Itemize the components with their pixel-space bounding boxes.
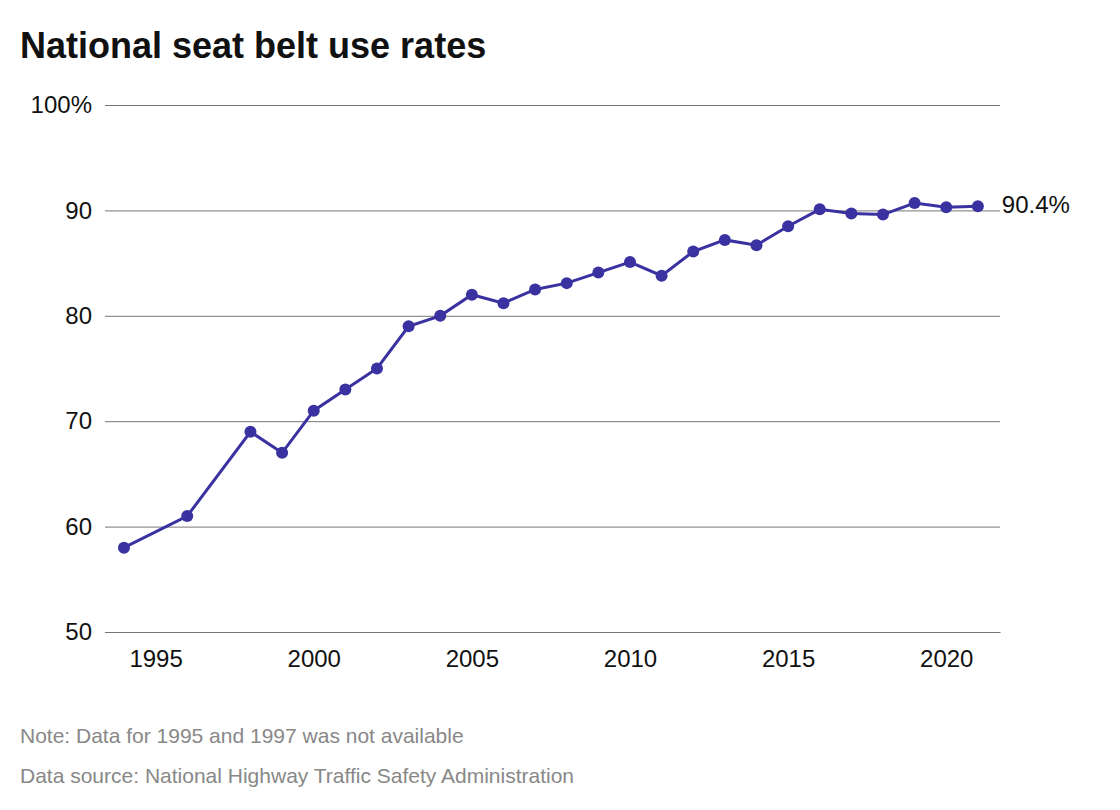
x-tick-label: 2005 (446, 645, 499, 672)
marker (592, 267, 604, 279)
x-tick-label: 2020 (920, 645, 973, 672)
marker (466, 289, 478, 301)
y-tick: 90 (65, 197, 1000, 224)
marker (877, 209, 889, 221)
marker (687, 246, 699, 258)
plot-area (118, 197, 984, 554)
x-axis-line (106, 632, 1001, 633)
y-tick-label: 100% (31, 91, 92, 118)
x-tick: 1995 (129, 632, 182, 672)
y-tick-label: 50 (65, 618, 92, 645)
y-tick: 80 (65, 302, 1000, 329)
chart: National seat belt use rates 50 60 70 80 90 10… (0, 0, 1120, 810)
grid-line (105, 632, 1000, 633)
x-tick-label: 2010 (604, 645, 657, 672)
y-tick-label: 70 (65, 407, 92, 434)
note: Note: Data for 1995 and 1997 was not ava… (20, 724, 464, 747)
y-axis: 50 60 70 80 90 100% (31, 91, 1000, 645)
y-tick: 50 (65, 618, 1000, 645)
marker (181, 510, 193, 522)
marker (339, 384, 351, 396)
source: Data source: National Highway Traffic Sa… (20, 764, 574, 787)
marker (371, 363, 383, 375)
line (124, 203, 978, 548)
marker (782, 220, 794, 232)
y-tick-label: 60 (65, 513, 92, 540)
x-tick-label: 2015 (762, 645, 815, 672)
x-tick: 2020 (920, 632, 973, 672)
marker (497, 297, 509, 309)
marker (656, 270, 668, 282)
marker (624, 256, 636, 268)
marker (434, 310, 446, 322)
marker (244, 426, 256, 438)
marker (276, 447, 288, 459)
x-tick: 2010 (604, 632, 657, 672)
grid-line (105, 210, 1000, 211)
marker (845, 208, 857, 220)
marker (940, 201, 952, 213)
annotation: 90.4% (1002, 191, 1070, 218)
y-tick-label: 90 (65, 197, 92, 224)
grid-line (105, 421, 1000, 422)
y-axis-line (105, 106, 106, 633)
marker (972, 200, 984, 212)
marker (308, 405, 320, 417)
marker (909, 197, 921, 209)
marker (529, 283, 541, 295)
y-tick: 100% (31, 91, 1000, 118)
x-tick: 2000 (288, 632, 341, 672)
y-tick-label: 80 (65, 302, 92, 329)
marker (403, 320, 415, 332)
grid-line (105, 105, 1000, 106)
grid-line (105, 527, 1000, 528)
y-tick: 70 (65, 407, 1000, 434)
marker (719, 234, 731, 246)
y-tick: 60 (65, 513, 1000, 540)
x-tick-label: 2000 (288, 645, 341, 672)
marker (750, 239, 762, 251)
marker (814, 203, 826, 215)
title: National seat belt use rates (20, 25, 486, 66)
marker (561, 277, 573, 289)
grid-line (105, 316, 1000, 317)
x-tick: 2015 (762, 632, 815, 672)
marker (118, 542, 130, 554)
x-axis: 1995 2000 2005 2010 2015 2020 (106, 632, 1001, 672)
x-tick-label: 1995 (129, 645, 182, 672)
x-tick: 2005 (446, 632, 499, 672)
